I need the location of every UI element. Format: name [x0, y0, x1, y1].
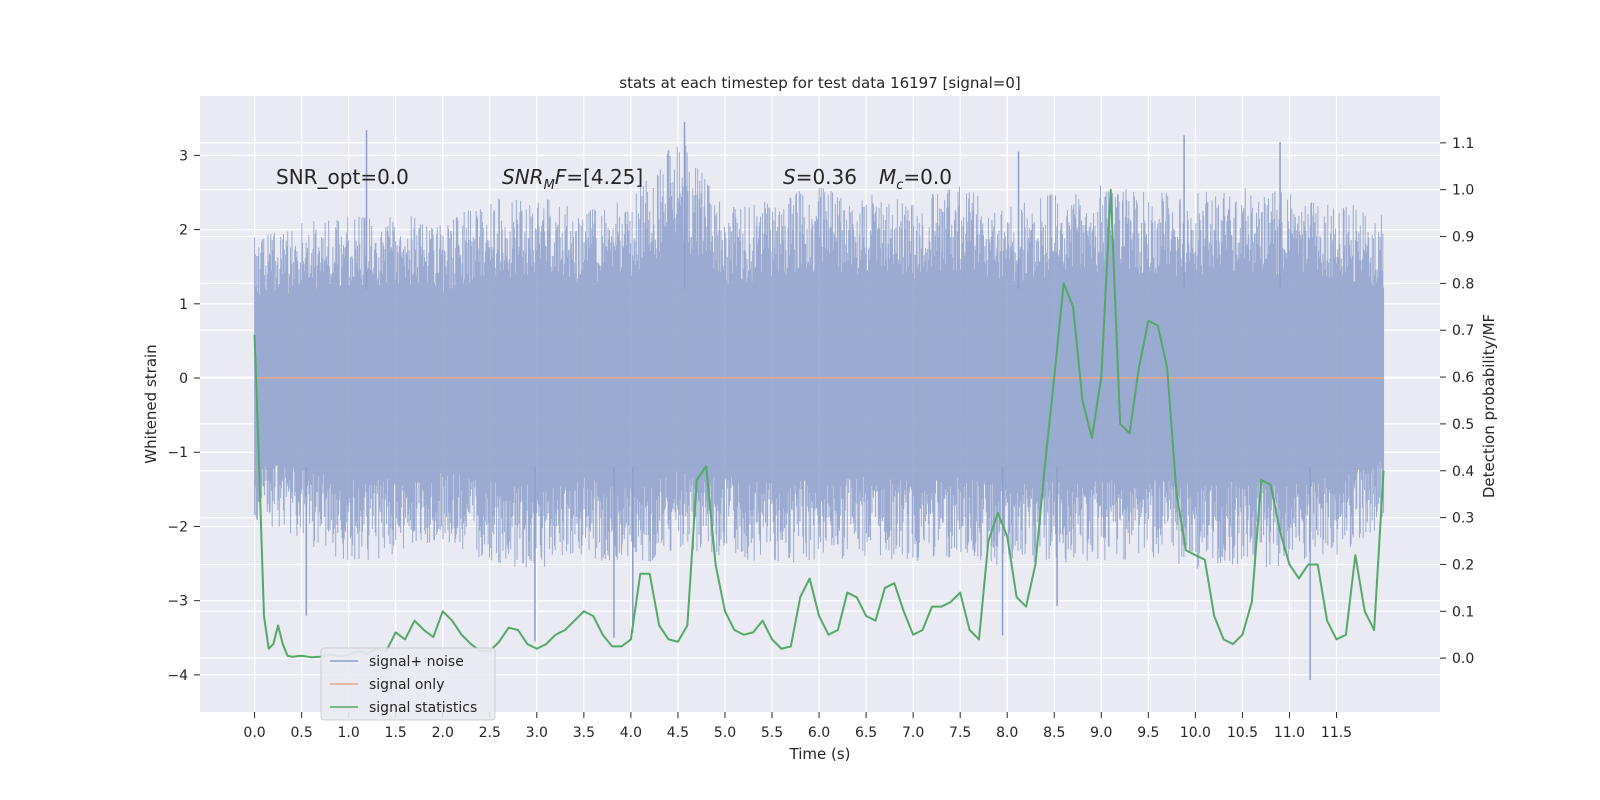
x-tick-label: 7.5: [949, 725, 971, 741]
y-right-tick-label: 0.0: [1452, 651, 1474, 667]
y-right-tick-label: 0.8: [1452, 276, 1474, 292]
x-tick-label: 9.5: [1137, 725, 1159, 741]
x-tick-label: 10.0: [1180, 725, 1211, 741]
y-right-tick-label: 0.2: [1452, 557, 1474, 573]
x-tick-label: 8.5: [1043, 725, 1065, 741]
x-tick-label: 2.5: [479, 725, 501, 741]
legend-label-signal-noise: signal+ noise: [369, 654, 464, 670]
y-right-tick-label: 0.3: [1452, 511, 1474, 527]
legend-label-signal-statistics: signal statistics: [369, 700, 477, 716]
annotation-mc-value: =0.0: [903, 165, 952, 189]
x-tick-label: 3.0: [526, 725, 548, 741]
legend-label-signal-only: signal only: [369, 677, 444, 693]
x-tick-label: 4.5: [667, 725, 689, 741]
legend-box: [320, 647, 496, 721]
y-left-tick-label: −3: [167, 594, 188, 610]
annotation-snr-opt: SNR_opt=0.0: [276, 165, 409, 189]
y-axis-right-label: Detection probability/MF: [1480, 314, 1498, 498]
chart-title: stats at each timestep for test data 161…: [619, 74, 1020, 92]
y-left-tick-label: 3: [179, 148, 188, 164]
svg-text:SNRMF=[4.25]: SNRMF=[4.25]: [502, 165, 643, 193]
y-left-tick-label: −4: [167, 668, 188, 684]
y-right-tick-label: 0.7: [1452, 323, 1474, 339]
x-tick-label: 1.5: [385, 725, 407, 741]
annotation-snr-mf-value: =[4.25]: [566, 165, 643, 189]
x-tick-label: 1.0: [338, 725, 360, 741]
x-tick-label: 8.0: [996, 725, 1018, 741]
x-tick-label: 10.5: [1227, 725, 1258, 741]
y-left-tick-label: 1: [179, 297, 188, 313]
signal-statistics-line: [253, 188, 1385, 659]
x-tick-label: 9.0: [1090, 725, 1112, 741]
x-tick-label: 7.0: [902, 725, 924, 741]
x-tick-label: 2.0: [432, 725, 454, 741]
y-left-tick-label: 2: [179, 223, 188, 239]
y-right-tick-label: 0.9: [1452, 230, 1474, 246]
y-left-tick-label: 0: [179, 371, 188, 387]
annotation-s-value: =0.36: [796, 165, 857, 189]
x-tick-label: 11.0: [1274, 725, 1305, 741]
x-tick-label: 11.5: [1321, 725, 1352, 741]
annotation-snr-mf: SNRMF=[4.25]: [502, 165, 643, 193]
annotation-s-mc: S=0.36 Mc=0.0: [783, 165, 952, 193]
y-right-tick-label: 0.5: [1452, 417, 1474, 433]
x-tick-label: 6.0: [808, 725, 830, 741]
x-tick-label: 0.0: [243, 725, 265, 741]
x-tick-label: 5.5: [761, 725, 783, 741]
series-signal-statistics: [253, 188, 1385, 659]
y-left-tick-label: −2: [167, 519, 188, 535]
y-axis-left-label: Whitened strain: [142, 344, 160, 463]
y-left-tick-label: −1: [167, 445, 188, 461]
y-right-tick-label: 0.1: [1452, 604, 1474, 620]
x-tick-label: 4.0: [620, 725, 642, 741]
y-right-tick-label: 0.6: [1452, 370, 1474, 386]
x-tick-label: 3.5: [573, 725, 595, 741]
x-tick-label: 6.5: [855, 725, 877, 741]
x-axis-label: Time (s): [789, 745, 851, 763]
y-right-tick-label: 1.0: [1452, 183, 1474, 199]
y-right-tick-label: 0.4: [1452, 464, 1474, 480]
x-tick-label: 0.5: [290, 725, 312, 741]
x-tick-label: 5.0: [714, 725, 736, 741]
legend: signal+ noise signal only signal statist…: [320, 647, 496, 721]
y-right-tick-label: 1.1: [1452, 136, 1474, 152]
axis-ticks: 0.0 0.5 1.0 1.5 2.0 2.5 3.0 3.5 4.0 4.5 5.0 5.5 6.0 6…: [167, 136, 1474, 741]
series-signal-noise: [254, 121, 1385, 681]
